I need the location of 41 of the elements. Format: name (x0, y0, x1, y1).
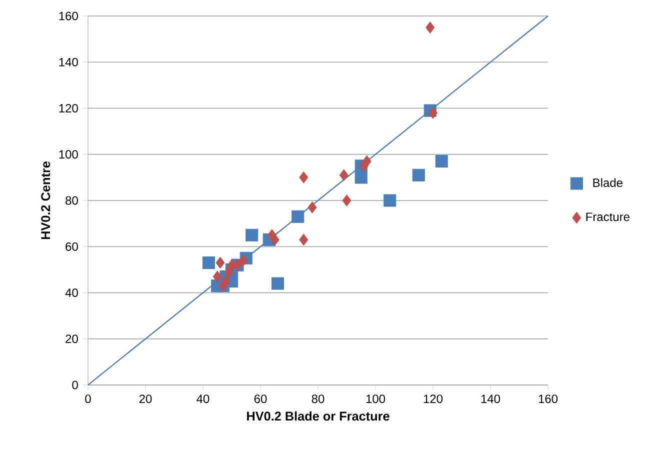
x-tick-label: 20 (139, 394, 152, 404)
x-axis-title: HV0.2 Blade or Fracture (247, 411, 390, 421)
point (299, 234, 308, 246)
x-tick-label: 160 (538, 394, 558, 404)
point (202, 256, 216, 270)
y-tick-label: 80 (66, 196, 78, 205)
y-tick-label: 120 (59, 104, 78, 112)
point (412, 168, 425, 182)
y-tick-label: 40 (65, 288, 78, 297)
x-tick-label: 60 (254, 394, 267, 404)
point (428, 106, 438, 119)
point (354, 171, 368, 184)
x-tick-label: 80 (312, 394, 324, 404)
x-tick-label: 120 (424, 394, 443, 404)
y-tick-label: 60 (66, 242, 78, 251)
point (292, 210, 304, 223)
legend-label: Fracture (586, 212, 630, 222)
point (238, 254, 248, 266)
legend-label: Blade (593, 178, 622, 188)
y-tick-label: 100 (59, 150, 78, 159)
point (384, 194, 396, 207)
y-tick-label: 160 (59, 12, 78, 20)
point (435, 155, 448, 168)
y-tick-label: 20 (66, 334, 78, 344)
point (426, 22, 435, 34)
x-tick-label: 40 (196, 394, 210, 404)
point (216, 256, 225, 269)
y-tick-label: 140 (59, 58, 78, 66)
point (212, 270, 222, 282)
point (342, 194, 352, 206)
y-axis-title: HV0.2 Centre (41, 162, 50, 240)
x-tick-label: 100 (366, 394, 386, 404)
point (224, 266, 234, 278)
point (308, 202, 317, 214)
x-tick-label: 140 (481, 394, 500, 404)
point (271, 277, 284, 290)
y-tick-label: 0 (72, 380, 78, 390)
point (339, 169, 348, 181)
point (246, 228, 258, 242)
point (299, 172, 308, 184)
x-tick-label: 0 (85, 394, 91, 404)
